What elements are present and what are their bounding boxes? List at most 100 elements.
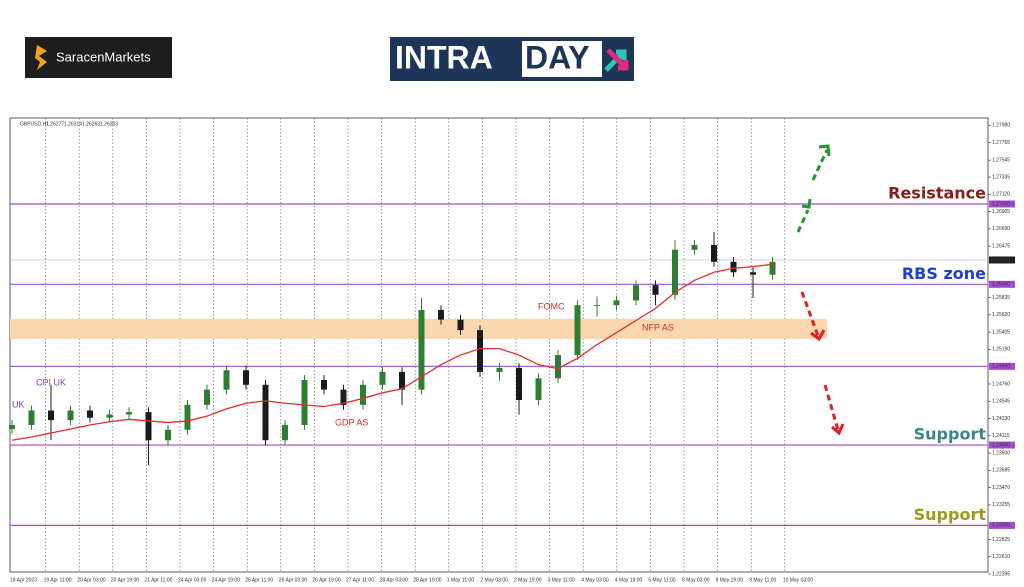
x-tick-label: 28 Apr 19:00 [413,577,442,583]
arrow-head [831,423,845,436]
symbol: GBPUSD,H1 [20,121,49,127]
price-tag [989,256,1015,264]
level-tag-label: 1.24000 [992,442,1010,448]
annotation: GDP AS [335,417,368,427]
x-tick-label: 24 Apr 19:00 [212,577,241,583]
level-tag [989,362,1015,370]
candle-body [165,429,171,441]
candle-body [438,310,444,320]
x-tick-label: 20 Apr 03:00 [77,577,106,583]
ma-line [11,263,773,441]
candle-body [301,379,308,425]
x-tick-label: 1 May 11:00 [447,577,474,583]
candle-body [184,404,191,430]
quote-close: 1.26303 [100,121,118,127]
banner-right: DAY [525,39,590,75]
y-tick-label: 1.22825 [992,537,1010,543]
candle-body [28,410,35,425]
candle-body [711,244,717,262]
x-tick-label: 19 Apr 11:00 [44,577,72,583]
level-tag [989,280,1015,288]
candle-body [730,261,737,273]
candle-body [691,244,698,250]
x-tick-label: 18 Apr 2023 [10,577,37,583]
banner-arrow-up [604,49,627,72]
quote-open: 1.26277 [46,121,64,127]
y-tick-label: 1.27545 [992,158,1010,164]
annotation: NFP AS [642,322,674,332]
y-tick-label: 1.25405 [992,329,1010,335]
price-tag-label: 1.26303 [992,257,1010,263]
x-tick-label: 24 Apr 03:00 [178,577,207,583]
x-tick-label: 25 Apr 11:00 [245,577,273,583]
candle-body [477,330,483,372]
candle-body [613,300,620,306]
brand-icon [35,45,47,70]
x-tick-label: 27 Apr 11:00 [346,577,374,583]
candle-body [282,424,288,441]
y-tick-label: 1.24115 [992,433,1010,439]
candle-body [48,410,54,421]
y-tick-label: 1.23470 [992,485,1010,491]
arrow-up [796,209,810,233]
level-tag-label: 1.24980 [992,364,1010,370]
y-tick-label: 1.24545 [992,399,1010,405]
x-tick-label: 26 Apr 19:00 [312,577,341,583]
x-tick-label: 5 May 11:00 [648,577,675,583]
x-tick-label: 2 May 03:00 [480,577,508,583]
x-tick-label: 9 May 11:00 [749,577,776,583]
x-tick-label: 21 Apr 11:00 [144,577,172,583]
candle-body [594,305,600,307]
candle-body [496,367,503,372]
x-tick-label: 4 May 03:00 [581,577,609,583]
banner-arrow-down [606,48,629,71]
candle-body [399,371,405,390]
x-tick-label: 3 May 11:00 [548,577,575,583]
candle-body [652,285,659,295]
x-tick-label: 2 May 19:00 [514,577,542,583]
level-tag-label: 1.26000 [992,282,1010,288]
arrow-head [801,198,812,209]
candle-body [321,379,327,390]
y-tick-label: 1.24760 [992,381,1010,387]
x-tick-label: 4 May 19:00 [615,577,643,583]
level-text: Resistance [888,183,986,202]
x-tick-label: 28 Apr 03:00 [380,577,409,583]
candle-body [418,310,425,390]
arrow-down [823,384,840,431]
candle-body [574,305,581,356]
y-tick-label: 1.27765 [992,140,1010,146]
candle-body [223,370,230,390]
candle-body [126,412,132,415]
y-tick-label: 1.26475 [992,243,1010,249]
level-tag [989,521,1015,529]
quote-high: 1.26314 [64,121,82,127]
candle-body [340,389,347,405]
quote-low: 1.26263 [82,121,100,127]
y-tick-label: 1.27980 [992,123,1010,129]
candle-body [262,384,269,441]
y-tick-label: 1.27120 [992,192,1010,198]
candle-body [145,412,152,441]
x-tick-label: 26 Apr 03:00 [279,577,308,583]
candle-body [9,424,15,429]
candle-body [67,410,74,421]
candle-body [535,378,542,401]
candle-body [243,370,249,385]
level-tag-label: 1.27000 [992,201,1010,207]
candle-body [204,389,210,405]
level-text: Support [914,505,987,524]
candle-body [750,272,756,275]
y-tick-label: 1.27335 [992,174,1010,180]
candle-body [457,319,464,331]
arrow-head [810,329,826,342]
x-tick-label: 10 May 03:00 [783,577,814,583]
y-tick-label: 1.24330 [992,416,1010,422]
candle-body [633,285,639,301]
level-tag-label: 1.23000 [992,523,1010,529]
candle-body [106,414,113,418]
y-tick-label: 1.22610 [992,554,1010,560]
x-tick-label: 20 Apr 19:00 [111,577,140,583]
y-tick-label: 1.23685 [992,468,1010,474]
